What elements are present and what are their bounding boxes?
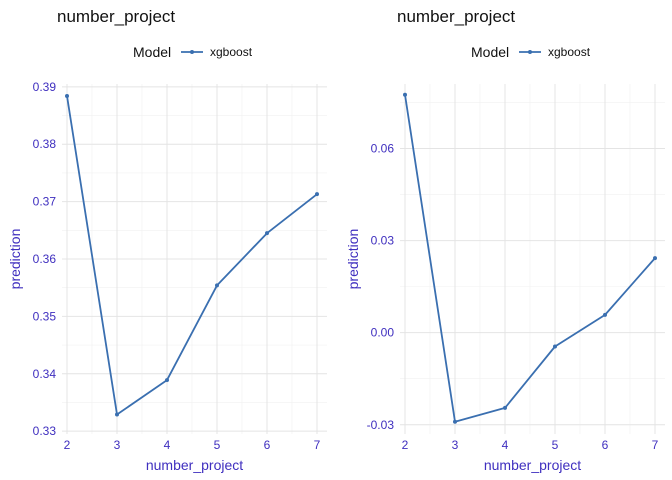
y-tick-label: 0.06: [371, 141, 395, 155]
data-point: [553, 344, 557, 349]
y-axis-label: prediction: [7, 229, 23, 290]
y-tick-label: 0.39: [33, 80, 57, 94]
y-tick-label: 0.36: [33, 252, 57, 266]
x-tick-label: 2: [402, 438, 409, 452]
legend-key-marker: [190, 50, 194, 54]
y-axis-label: prediction: [345, 229, 361, 290]
y-tick-label: -0.03: [367, 418, 395, 432]
data-point: [265, 231, 269, 236]
x-tick-label: 7: [314, 438, 321, 452]
x-tick-label: 5: [552, 438, 559, 452]
x-tick-label: 3: [114, 438, 121, 452]
y-tick-label: 0.00: [371, 326, 395, 340]
x-tick-label: 5: [214, 438, 221, 452]
chart-title: number_project: [397, 7, 515, 26]
data-point: [603, 312, 607, 317]
chart-title: number_project: [57, 7, 175, 26]
x-axis-label: number_project: [146, 457, 243, 473]
y-tick-label: 0.37: [33, 195, 57, 209]
series-line-xgboost: [66, 95, 318, 416]
legend-item-label: xgboost: [210, 45, 253, 59]
x-tick-label: 2: [64, 438, 71, 452]
data-point: [315, 192, 319, 197]
x-tick-label: 6: [602, 438, 609, 452]
x-tick-label: 6: [264, 438, 271, 452]
legend-title: Model: [471, 44, 509, 60]
x-tick-label: 4: [502, 438, 509, 452]
series-line-xgboost: [404, 93, 656, 423]
data-point: [65, 94, 69, 99]
y-tick-label: 0.35: [33, 309, 57, 323]
x-tick-label: 3: [452, 438, 459, 452]
data-point: [453, 419, 457, 424]
y-tick-label: 0.34: [33, 367, 57, 381]
data-point: [115, 412, 119, 417]
legend-title: Model: [133, 44, 171, 60]
y-tick-label: 0.33: [33, 424, 57, 438]
chart-panel-2: number_project Model xgboost -0.03 0.00 0.03 0…: [345, 7, 665, 473]
data-point: [503, 405, 507, 410]
data-point: [165, 378, 169, 383]
x-tick-label: 7: [652, 438, 659, 452]
chart-panel-1: number_project Model xgboost 0.33 0.34 0.35 0.…: [7, 7, 327, 473]
legend-key-marker: [528, 50, 532, 54]
x-tick-label: 4: [164, 438, 171, 452]
data-point: [403, 92, 407, 97]
y-tick-label: 0.03: [371, 234, 395, 248]
data-point: [215, 283, 219, 288]
y-tick-label: 0.38: [33, 137, 57, 151]
legend-item-label: xgboost: [548, 45, 591, 59]
x-axis-label: number_project: [484, 457, 581, 473]
data-point: [653, 256, 657, 261]
